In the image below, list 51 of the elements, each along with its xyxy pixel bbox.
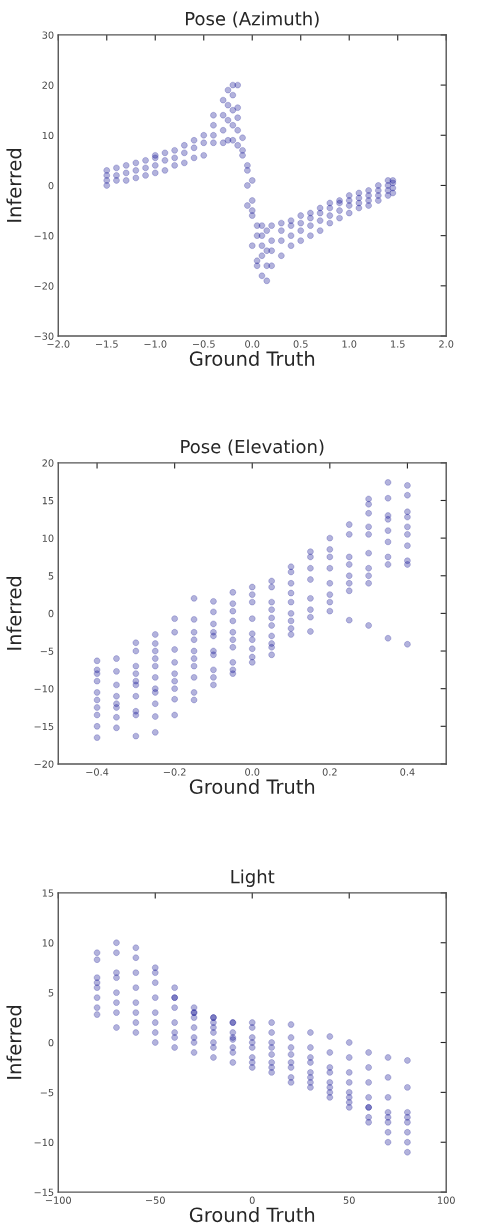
y-tick-label: 5 xyxy=(48,989,54,997)
x-tick-label: −100 xyxy=(45,1196,71,1204)
y-tick-label: −10 xyxy=(34,232,54,240)
x-axis-title: Ground Truth xyxy=(189,1207,315,1223)
x-tick-label: 0.0 xyxy=(245,768,260,776)
y-tick-label: −5 xyxy=(40,1088,54,1097)
x-tick-label: 0.0 xyxy=(245,340,260,348)
x-tick-label: 0.5 xyxy=(293,340,308,348)
x-tick-label: 1.0 xyxy=(342,340,357,348)
x-tick-label: 2.0 xyxy=(439,340,454,348)
chart-title: Pose (Elevation) xyxy=(181,439,324,456)
chart-title: Pose (Azimuth) xyxy=(186,11,319,28)
x-tick-label: −0.5 xyxy=(192,340,215,348)
y-tick-label: 20 xyxy=(42,81,54,89)
y-axis-title: Inferred xyxy=(6,149,22,222)
y-tick-label: 15 xyxy=(42,889,54,897)
x-tick-label: −0.4 xyxy=(86,768,109,776)
y-tick-label: −15 xyxy=(34,722,54,731)
x-tick-label: 100 xyxy=(438,1196,455,1204)
chart-title: Light xyxy=(231,869,275,887)
y-tick-label: 0 xyxy=(48,181,54,190)
y-tick-label: −20 xyxy=(34,760,54,768)
y-tick-label: 15 xyxy=(42,497,54,505)
y-tick-label: 0 xyxy=(48,1038,54,1047)
y-tick-label: 5 xyxy=(48,572,54,580)
y-tick-label: −30 xyxy=(34,332,54,340)
y-tick-label: 20 xyxy=(42,459,54,467)
x-tick-label: 0.2 xyxy=(322,768,337,776)
y-tick-label: −20 xyxy=(34,282,54,290)
x-tick-label: 0.4 xyxy=(400,768,415,776)
x-tick-label: 50 xyxy=(343,1196,355,1204)
y-tick-label: 10 xyxy=(42,131,54,140)
x-tick-label: −0.2 xyxy=(163,768,186,776)
y-tick-label: −10 xyxy=(34,1138,54,1147)
x-axis-title: Ground Truth xyxy=(189,350,315,367)
y-axis-title: Inferred xyxy=(6,1006,22,1079)
y-tick-label: 30 xyxy=(42,31,54,39)
x-tick-label: −1.0 xyxy=(144,340,167,348)
x-tick-label: −1.5 xyxy=(95,340,118,348)
y-tick-label: 0 xyxy=(48,609,54,618)
y-tick-label: 10 xyxy=(42,939,54,947)
y-tick-label: −10 xyxy=(34,685,54,693)
x-tick-label: −2.0 xyxy=(47,340,70,348)
y-tick-label: −5 xyxy=(40,647,54,655)
x-tick-label: 0 xyxy=(249,1196,255,1204)
x-tick-label: 1.5 xyxy=(391,340,405,348)
x-axis-title: Ground Truth xyxy=(189,778,315,794)
x-tick-label: −50 xyxy=(146,1196,165,1204)
y-tick-label: 10 xyxy=(42,534,54,542)
y-axis-title: Inferred xyxy=(6,576,22,650)
y-tick-label: −15 xyxy=(34,1188,54,1196)
